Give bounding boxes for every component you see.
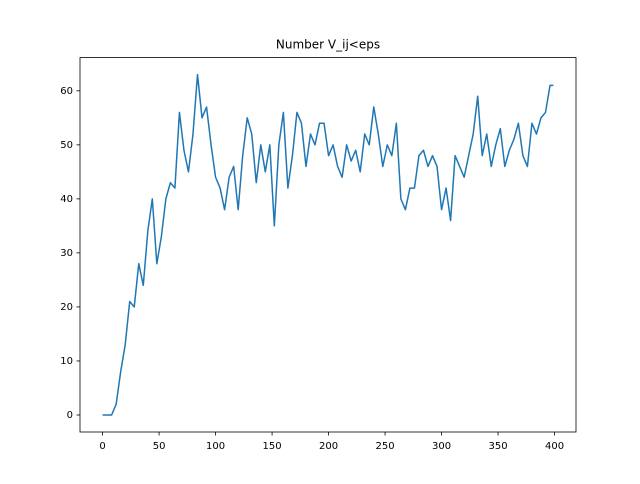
x-tick-label: 150 [263,441,282,452]
x-tick-label: 50 [153,441,166,452]
plot-frame [79,57,577,433]
y-tick-label: 0 [67,410,73,421]
y-tick-label: 10 [60,356,73,367]
y-tick-label: 30 [60,248,73,259]
x-tick-label: 200 [319,441,338,452]
x-tick-label: 0 [99,441,105,452]
x-tick-label: 300 [432,441,451,452]
y-tick-label: 50 [60,140,73,151]
chart-title: Number V_ij<eps [276,38,380,52]
x-tick-label: 250 [376,441,395,452]
y-tick-label: 40 [60,194,73,205]
x-tick-label: 350 [488,441,507,452]
y-tick-label: 60 [60,86,73,97]
x-tick-label: 400 [545,441,564,452]
x-tick-label: 100 [206,441,225,452]
data-line [102,73,554,416]
y-tick-label: 20 [60,302,73,313]
